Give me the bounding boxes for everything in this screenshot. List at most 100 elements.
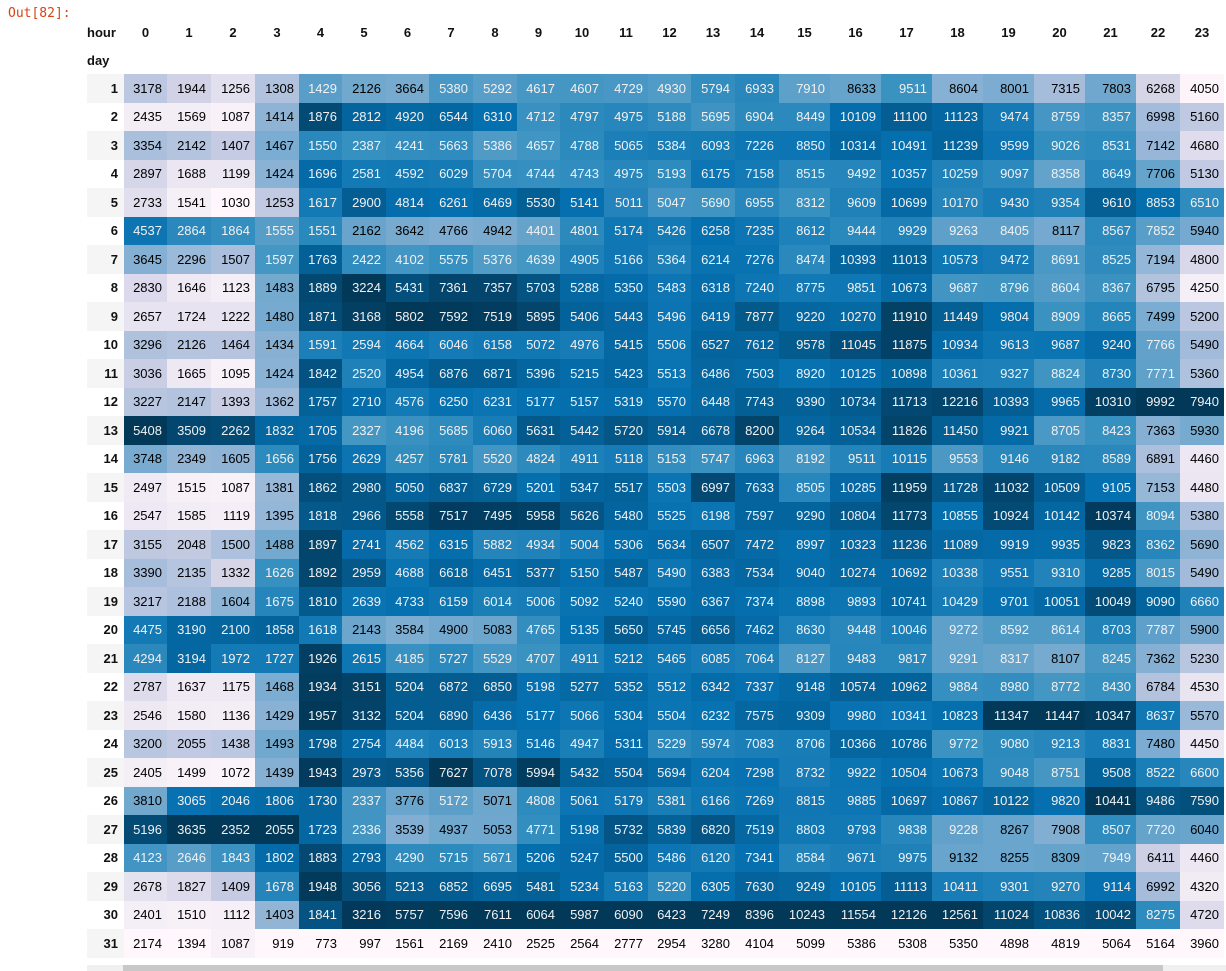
table-cell: 5083 (473, 615, 517, 644)
table-cell: 5380 (1180, 501, 1224, 530)
table-cell: 10673 (932, 758, 983, 787)
table-cell: 10804 (830, 501, 881, 530)
scrollbar-thumb[interactable] (123, 965, 1163, 971)
table-cell: 5987 (560, 900, 604, 929)
table-cell: 3178 (124, 74, 167, 103)
table-cell: 2954 (648, 929, 691, 958)
table-cell: 10836 (1034, 900, 1085, 929)
table-cell: 6469 (473, 188, 517, 217)
table-cell: 5141 (560, 188, 604, 217)
table-cell: 1409 (211, 872, 255, 901)
table-cell: 2100 (211, 615, 255, 644)
table-cell: 8200 (735, 416, 779, 445)
table-cell: 6014 (473, 587, 517, 616)
table-cell: 5882 (473, 530, 517, 559)
table-cell: 9613 (983, 330, 1034, 359)
column-header-20: 20 (1034, 18, 1085, 46)
table-cell: 9080 (983, 729, 1034, 758)
column-header-10: 10 (560, 18, 604, 46)
table-cell: 8604 (932, 74, 983, 103)
table-cell: 5229 (648, 729, 691, 758)
table-cell: 1429 (255, 701, 299, 730)
table-cell: 5064 (1085, 929, 1136, 958)
table-cell: 1842 (299, 359, 342, 388)
table-cell: 1810 (299, 587, 342, 616)
table-cell: 2900 (342, 188, 386, 217)
horizontal-scrollbar[interactable] (87, 965, 1226, 971)
table-cell: 8312 (779, 188, 830, 217)
table-cell: 7910 (779, 74, 830, 103)
table-cell: 10855 (932, 501, 983, 530)
table-cell: 5386 (830, 929, 881, 958)
table-cell: 2126 (167, 330, 211, 359)
table-cell: 5198 (560, 815, 604, 844)
table-cell: 8589 (1085, 444, 1136, 473)
table-cell: 10823 (932, 701, 983, 730)
table-cell: 2959 (342, 558, 386, 587)
table-cell: 10573 (932, 245, 983, 274)
table-cell: 6544 (429, 102, 473, 131)
table-cell: 7630 (735, 872, 779, 901)
table-cell: 5415 (604, 330, 648, 359)
table-cell: 11450 (932, 416, 983, 445)
table-cell: 4712 (517, 102, 560, 131)
table-row: 1 3178 1944 1256 1308 1429 2126 3664 5380 5292 461… (87, 74, 1224, 103)
table-cell: 11045 (830, 330, 881, 359)
table-cell: 4639 (517, 245, 560, 274)
table-cell: 10786 (881, 729, 932, 758)
column-header-2: 2 (211, 18, 255, 46)
table-cell: 6085 (691, 644, 735, 673)
index-name-row-pad (124, 46, 1224, 74)
table-cell: 7235 (735, 216, 779, 245)
table-cell: 6064 (517, 900, 560, 929)
table-cell: 7480 (1136, 729, 1180, 758)
table-cell: 6837 (429, 473, 473, 502)
table-cell: 2777 (604, 929, 648, 958)
table-cell: 2897 (124, 159, 167, 188)
table-cell: 6198 (691, 501, 735, 530)
table-cell: 5895 (517, 302, 560, 331)
table-cell: 5570 (648, 387, 691, 416)
table-cell: 9884 (932, 672, 983, 701)
table-cell: 8507 (1085, 815, 1136, 844)
table-cell: 4976 (560, 330, 604, 359)
table-cell: 2830 (124, 273, 167, 302)
table-cell: 8531 (1085, 131, 1136, 160)
table-cell: 2741 (342, 530, 386, 559)
table-row: 15 2497 1515 1087 1381 1862 2980 5050 6837 6729 52… (87, 473, 1224, 502)
table-cell: 6029 (429, 159, 473, 188)
table-cell: 8604 (1034, 273, 1085, 302)
table-cell: 1464 (211, 330, 255, 359)
table-cell: 1843 (211, 843, 255, 872)
table-cell: 4947 (560, 729, 604, 758)
table-cell: 9551 (983, 558, 1034, 587)
table-cell: 6890 (429, 701, 473, 730)
table-cell: 5490 (1180, 330, 1224, 359)
table-cell: 9508 (1085, 758, 1136, 787)
table-container[interactable]: hour 0 1 2 3 4 5 6 7 8 9 10 11 12 13 14 15 16 17 18 19 20 21 2… (87, 18, 1226, 971)
table-cell: 4530 (1180, 672, 1224, 701)
table-cell: 2615 (342, 644, 386, 673)
table-cell: 5504 (604, 758, 648, 787)
table-cell: 9290 (779, 501, 830, 530)
table-cell: 9270 (1034, 872, 1085, 901)
table-cell: 1943 (299, 758, 342, 787)
row-index: 21 (87, 644, 124, 673)
table-cell: 7495 (473, 501, 517, 530)
table-cell: 5130 (1180, 159, 1224, 188)
table-cell: 1488 (255, 530, 299, 559)
table-cell: 2678 (124, 872, 167, 901)
table-cell: 11910 (881, 302, 932, 331)
table-cell: 11959 (881, 473, 932, 502)
table-cell: 6820 (691, 815, 735, 844)
table-cell: 8358 (1034, 159, 1085, 188)
table-cell: 5757 (386, 900, 429, 929)
table-cell: 4480 (1180, 473, 1224, 502)
table-cell: 6268 (1136, 74, 1180, 103)
table-cell: 4707 (517, 644, 560, 673)
row-index: 12 (87, 387, 124, 416)
table-cell: 1550 (299, 131, 342, 160)
table-cell: 5634 (648, 530, 691, 559)
column-header-3: 3 (255, 18, 299, 46)
table-cell: 1403 (255, 900, 299, 929)
